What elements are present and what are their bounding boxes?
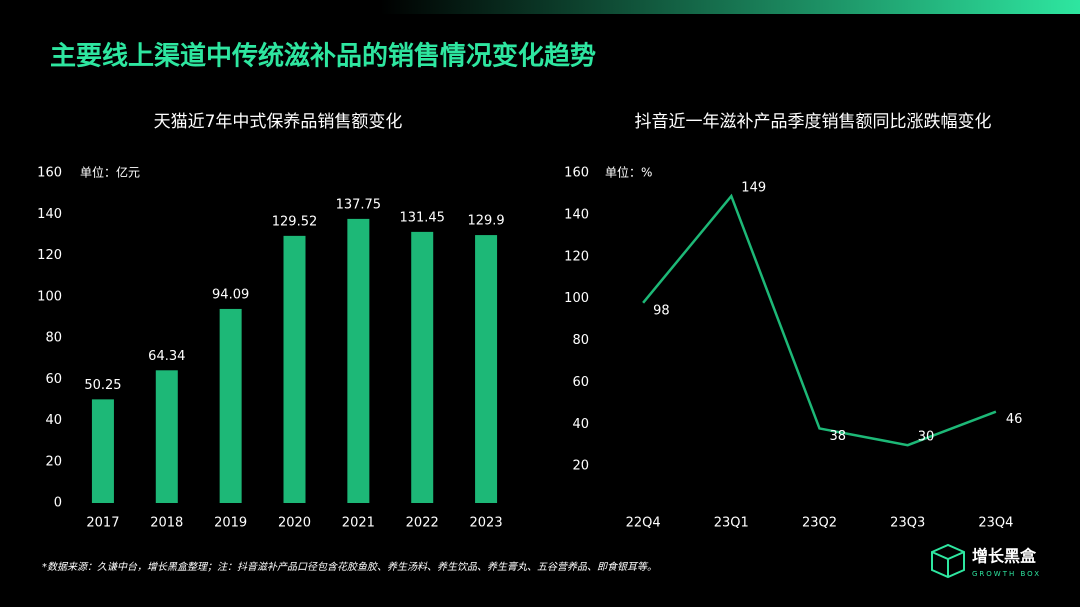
x-tick-label: 23Q2	[802, 516, 837, 531]
unit-label: 单位：%	[605, 165, 652, 180]
bar	[475, 235, 498, 504]
y-tick-label: 80	[45, 331, 62, 346]
y-tick-label: 0	[54, 496, 62, 511]
value-label: 137.75	[336, 197, 382, 212]
slide-title: 主要线上渠道中传统滋补品的销售情况变化趋势	[50, 41, 596, 72]
chart-title: 抖音近一年滋补产品季度销售额同比涨跌幅变化	[635, 112, 992, 132]
footnote: *数据来源：久谦中台，增长黑盒整理；注：抖音滋补产品口径包含花胶鱼胶、养生汤料、…	[42, 561, 657, 573]
y-tick-label: 120	[564, 249, 589, 264]
value-label: 64.34	[148, 349, 185, 364]
x-tick-label: 2018	[150, 516, 183, 531]
value-label: 131.45	[399, 210, 445, 225]
y-tick-label: 20	[572, 459, 589, 474]
bar	[91, 399, 114, 503]
y-tick-label: 20	[45, 454, 62, 469]
value-label: 30	[918, 430, 935, 445]
value-label: 149	[741, 181, 766, 196]
x-tick-label: 2021	[342, 516, 375, 531]
value-label: 98	[653, 303, 670, 318]
x-tick-label: 23Q4	[978, 516, 1013, 531]
x-tick-label: 23Q1	[714, 516, 749, 531]
chart-title: 天猫近7年中式保养品销售额变化	[154, 112, 403, 132]
y-tick-label: 100	[564, 291, 589, 306]
logo-name: 增长黑盒	[972, 547, 1037, 566]
value-label: 94.09	[212, 287, 249, 302]
y-tick-label: 100	[37, 289, 62, 304]
value-label: 38	[830, 429, 847, 444]
bar	[347, 218, 370, 503]
y-tick-label: 140	[37, 207, 62, 222]
logo-sub: GROWTH BOX	[972, 570, 1041, 578]
value-label: 129.9	[467, 214, 504, 229]
y-tick-label: 140	[564, 207, 589, 222]
y-tick-label: 60	[45, 372, 62, 387]
top-bar	[380, 0, 1080, 14]
bar	[411, 231, 434, 503]
x-tick-label: 2023	[470, 516, 503, 531]
value-label: 129.52	[272, 214, 318, 229]
y-tick-label: 120	[37, 248, 62, 263]
y-tick-label: 80	[572, 333, 589, 348]
y-tick-label: 40	[572, 417, 589, 432]
x-tick-label: 2022	[406, 516, 439, 531]
bar	[219, 308, 242, 503]
value-label: 46	[1006, 412, 1023, 427]
bar	[283, 235, 306, 504]
y-tick-label: 160	[564, 166, 589, 181]
unit-label: 单位：亿元	[80, 165, 140, 180]
x-tick-label: 22Q4	[626, 516, 661, 531]
x-tick-label: 23Q3	[890, 516, 925, 531]
line	[642, 193, 997, 447]
y-tick-label: 40	[45, 413, 62, 428]
y-tick-label: 60	[572, 375, 589, 390]
y-tick-label: 160	[37, 166, 62, 181]
x-tick-label: 2020	[278, 516, 311, 531]
logo-icon	[931, 543, 965, 579]
bar	[155, 370, 178, 503]
x-tick-label: 2017	[86, 516, 119, 531]
logo: 增长黑盒 GROWTH BOX	[931, 543, 1041, 579]
value-label: 50.25	[84, 378, 121, 393]
x-tick-label: 2019	[214, 516, 247, 531]
